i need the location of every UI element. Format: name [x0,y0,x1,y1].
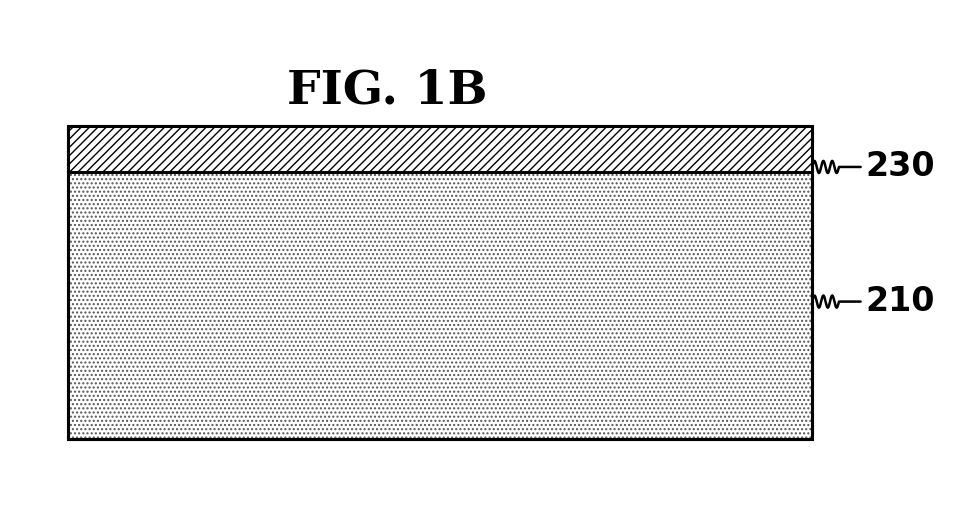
Bar [68,126,812,439]
Text: 210: 210 [865,285,935,318]
Text: 230: 230 [865,150,935,183]
Bar [68,126,812,172]
Bar [68,172,812,439]
Text: FIG. 1B: FIG. 1B [286,68,487,114]
Bar [68,126,812,439]
